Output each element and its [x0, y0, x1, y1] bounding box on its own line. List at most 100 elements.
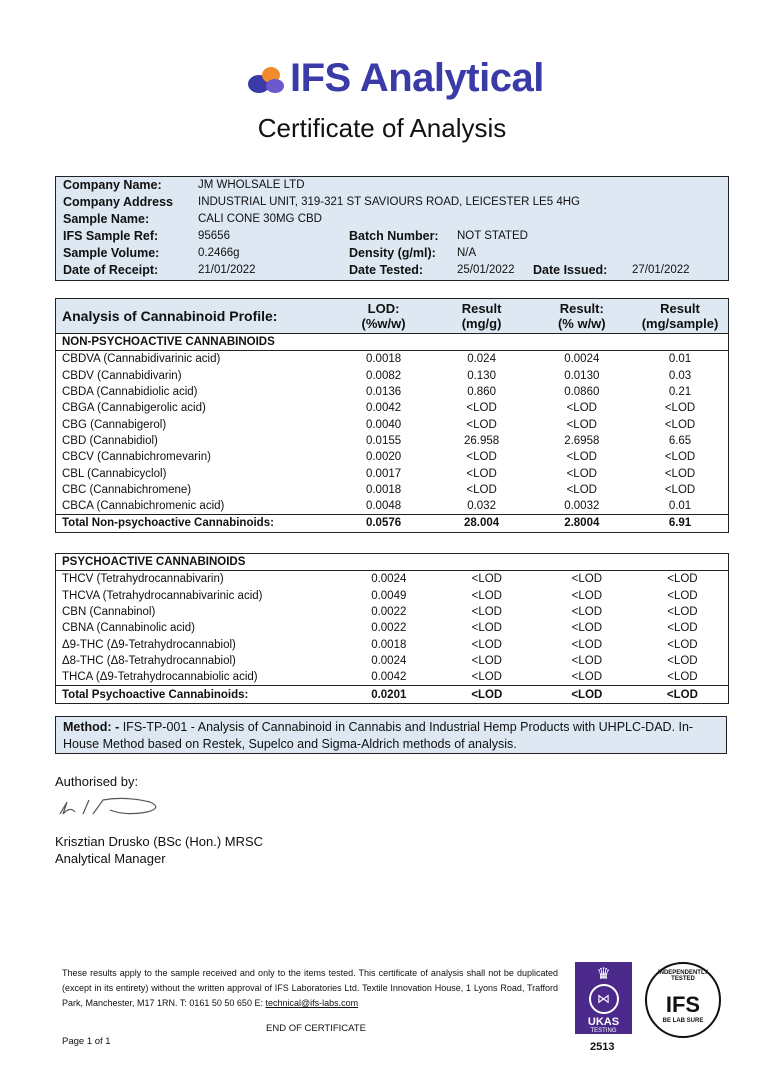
ifs-logo: IFS Analytical [246, 56, 544, 101]
table-cell: <LOD [471, 622, 502, 635]
table-cell: Δ9-THC (Δ9-Tetrahydrocannabiol) [62, 638, 236, 651]
table-cell: 0.0136 [365, 386, 402, 399]
method-text: IFS-TP-001 - Analysis of Cannabinoid in … [63, 720, 694, 751]
table-cell: 0.01 [668, 500, 692, 513]
table-row: Δ9-THC (Δ9-Tetrahydrocannabiol) 0.0018 <LO… [56, 636, 728, 652]
table-row: CBCA (Cannabichromenic acid) 0.0048 0.032 0… [56, 498, 728, 515]
table-cell: 0.130 [467, 369, 496, 382]
info-value: 27/01/2022 [632, 264, 690, 276]
table-header: Analysis of Cannabinoid Profile: LOD: (%w/… [56, 299, 728, 334]
table-row: CBL (Cannabicyclol) 0.0017 <LOD <LOD <LOD [56, 465, 728, 481]
table-cell: CBDVA (Cannabidivarinic acid) [62, 353, 221, 366]
ukas-badge: ♛ ⋈ UKAS TESTING [575, 962, 632, 1034]
table-cell: Total Non-psychoactive Cannabinoids: [56, 514, 336, 532]
table-cell: <LOD [571, 654, 603, 667]
table-cell: 0.0024 [371, 654, 407, 667]
table-row: CBDVA (Cannabidivarinic acid) 0.0018 0.024… [56, 351, 728, 368]
table-cell: CBDA (Cannabidiolic acid) [62, 386, 198, 399]
table-cell: 0.024 [467, 353, 496, 366]
table-cell: 28.004 [431, 514, 532, 532]
table-cell: 0.0048 [365, 500, 402, 513]
table-cell: <LOD [667, 671, 698, 684]
table-cell: <LOD [471, 573, 502, 586]
table-cell: <LOD [566, 483, 597, 496]
table-cell: <LOD [667, 573, 698, 586]
page-title: Certificate of Analysis [257, 113, 507, 143]
table-cell: 0.01 [668, 353, 692, 366]
table-cell: <LOD [667, 606, 698, 619]
table-cell: <LOD [571, 638, 603, 651]
table-cell: 0.0576 [335, 514, 432, 532]
table-cell: THCV (Tetrahydrocannabivarin) [62, 573, 224, 586]
table-cell: <LOD [667, 589, 698, 602]
table-row: CBNA (Cannabinolic acid) 0.0022 <LOD <LOD <L… [56, 620, 728, 636]
table-cell: 0.0201 [340, 685, 437, 703]
info-value: 95656 [198, 230, 230, 242]
non-psychoactive-table: Analysis of Cannabinoid Profile: LOD: (%w/… [55, 298, 729, 533]
table-cell: <LOD [466, 483, 497, 496]
table-row: CBN (Cannabinol) 0.0022 <LOD <LOD <LOD [56, 604, 728, 620]
table-cell: <LOD [571, 671, 603, 684]
table-cell: Total Psychoactive Cannabinoids: [56, 685, 341, 703]
table-cell: 0.0020 [365, 451, 402, 464]
total-row: Total Non-psychoactive Cannabinoids: 0.05… [56, 514, 728, 532]
table-cell: <LOD [571, 589, 603, 602]
email-link[interactable]: technical@ifs-labs.com [265, 998, 359, 1008]
info-label: Density (g/ml): [349, 246, 436, 260]
table-cell: 0.0082 [365, 369, 402, 382]
info-label: Batch Number: [349, 229, 439, 243]
table-cell: 0.0155 [365, 434, 402, 447]
table-cell: <LOD [566, 402, 597, 415]
crown-icon: ♛ [596, 966, 611, 983]
table-cell: CBCV (Cannabichromevarin) [62, 451, 211, 464]
table-cell: <LOD [566, 467, 597, 480]
table-row: THCVA (Tetrahydrocannabivarinic acid) 0.0… [56, 588, 728, 604]
table-cell: <LOD [667, 638, 698, 651]
info-label: Company Address [63, 195, 173, 209]
column-header: Result: (% w/w) [531, 299, 633, 334]
info-label: Sample Name: [63, 212, 150, 226]
table-cell: 0.0022 [371, 622, 407, 635]
table-cell: <LOD [571, 606, 603, 619]
table-cell: <LOD [471, 606, 502, 619]
table-cell: <LOD [471, 589, 502, 602]
table-cell: <LOD [571, 573, 603, 586]
table-cell: 6.91 [632, 514, 728, 532]
seal-top: INDEPENDENTLY TESTED [657, 970, 709, 982]
info-value: 25/01/2022 [457, 264, 515, 276]
table-cell: 0.0049 [371, 589, 407, 602]
table-cell: <LOD [664, 402, 696, 415]
table-cell: <LOD [664, 483, 696, 496]
authorised-by-label: Authorised by: [55, 774, 139, 789]
method-box: Method: - IFS-TP-001 - Analysis of Canna… [55, 716, 727, 754]
table-cell: 0.0042 [365, 402, 402, 415]
info-label: Sample Volume: [63, 246, 160, 260]
table-cell: THCA (Δ9-Tetrahydrocannabiolic acid) [62, 671, 258, 684]
table-row: THCV (Tetrahydrocannabivarin) 0.0024 <LOD <… [56, 571, 728, 588]
table-cell: 0.0024 [371, 573, 407, 586]
info-label: Date of Receipt: [63, 263, 159, 277]
table-cell: 0.0017 [365, 467, 402, 480]
total-row: Total Psychoactive Cannabinoids: 0.0201 <L… [56, 685, 728, 703]
signatory-role: Analytical Manager [55, 851, 166, 866]
table-cell: CBL (Cannabicyclol) [62, 467, 167, 480]
table-row: CBDV (Cannabidivarin) 0.0082 0.130 0.0130 0.… [56, 368, 728, 384]
column-header: LOD: (%w/w) [335, 299, 432, 334]
disclaimer-text: These results apply to the sample receiv… [62, 968, 558, 1008]
table-cell: <LOD [471, 654, 502, 667]
table-cell: 0.0022 [371, 606, 407, 619]
table-cell: <LOD [466, 451, 497, 464]
table-cell: Δ8-THC (Δ8-Tetrahydrocannabiol) [62, 654, 236, 667]
info-label: Date Tested: [349, 263, 424, 277]
info-value: JM WHOLSALE LTD [198, 179, 305, 191]
table-cell: 0.0040 [365, 418, 402, 431]
table-cell: <LOD [664, 418, 696, 431]
ukas-number: 2513 [590, 1041, 615, 1053]
table-row: CBC (Cannabichromene) 0.0018 <LOD <LOD <LOD [56, 482, 728, 498]
signatory-name: Krisztian Drusko (BSc (Hon.) MRSC [55, 834, 264, 849]
table-cell: <LOD [536, 685, 637, 703]
info-value: 0.2466g [198, 247, 240, 259]
ifs-seal: INDEPENDENTLY TESTED IFS BE LAB SURE [645, 962, 721, 1038]
table-cell: CBC (Cannabichromene) [62, 483, 192, 496]
info-label: IFS Sample Ref: [63, 229, 159, 243]
